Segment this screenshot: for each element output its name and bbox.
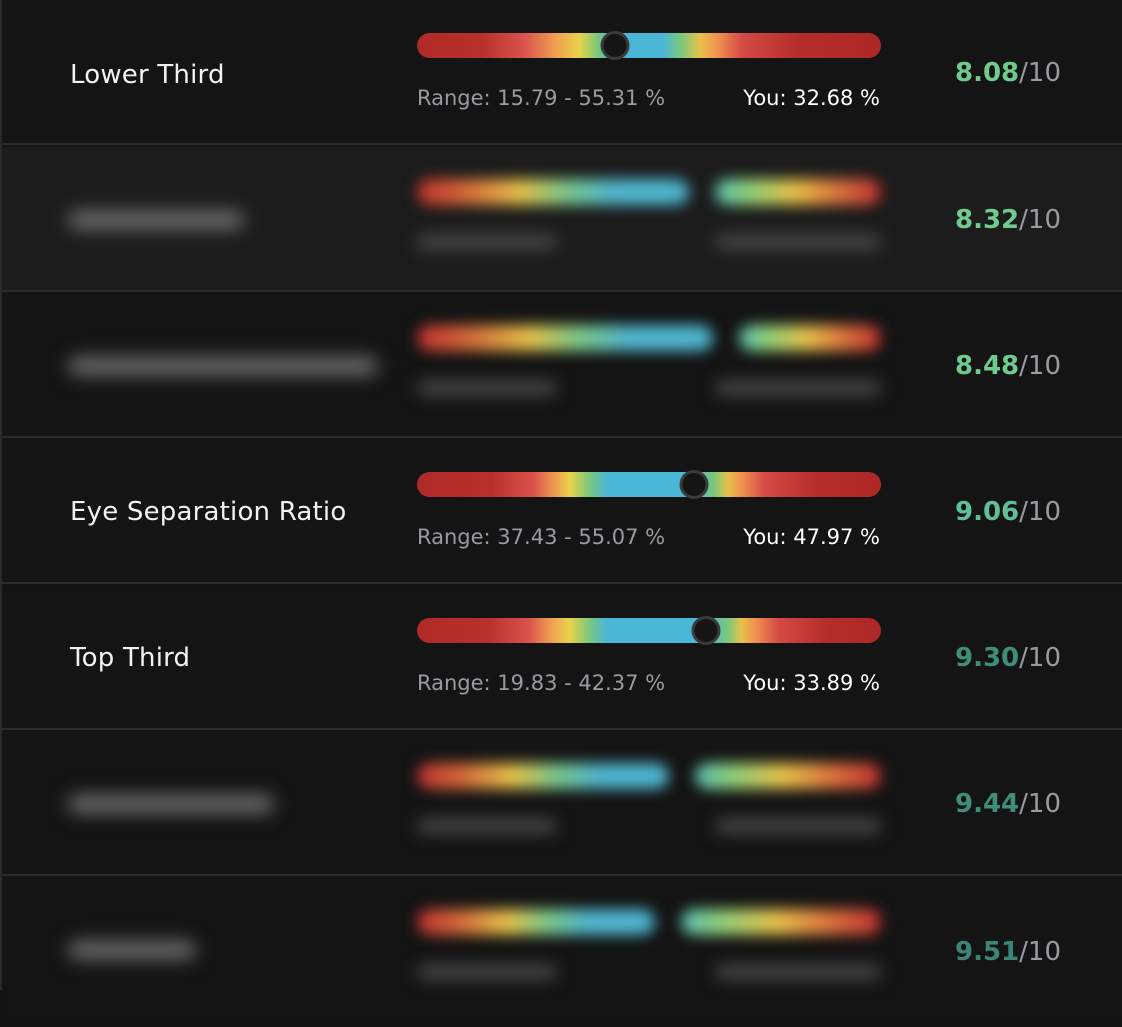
metric-row-top-third[interactable]: Top Third Range: 19.83 - 42.37 % You: 33… [2,585,1122,730]
range-bar [417,616,881,645]
blurred-bar-right [681,909,881,935]
score-value: 8.32 [955,204,1020,235]
user-value-text: You: 32.68 % [743,86,880,110]
blurred-bar-left [417,179,689,205]
blurred-bar-left [417,763,669,789]
score-denominator: /10 [1019,204,1061,235]
score: 8.08/10 [955,0,1061,145]
score-value: 8.08 [955,57,1020,88]
metric-row-locked[interactable]: 8.32/10 [2,147,1122,292]
blurred-bar-left [417,325,713,351]
score: 8.32/10 [955,147,1061,292]
value-marker [679,470,709,499]
blurred-range-text [417,965,557,979]
range-text: Range: 15.79 - 55.31 % [417,86,666,110]
blurred-label [68,211,244,229]
blurred-label [68,357,378,375]
metric-label: Top Third [70,642,191,673]
score-value: 9.51 [955,937,1020,967]
metric-row-locked[interactable]: 9.51/10 [2,877,1122,1022]
value-marker [691,616,721,645]
score-denominator: /10 [1019,788,1061,819]
score-denominator: /10 [1019,937,1061,967]
score-value: 9.30 [955,642,1020,673]
range-bar [417,31,881,60]
blurred-label [68,795,274,813]
blurred-user-text [715,235,881,249]
score: 8.48/10 [955,293,1061,438]
user-value-text: You: 33.89 % [743,671,880,695]
score-value: 9.44 [955,788,1020,819]
score-denominator: /10 [1019,496,1061,527]
blurred-bar-left [417,909,655,935]
score: 9.30/10 [955,585,1061,730]
score: 9.44/10 [955,731,1061,876]
user-value-text: You: 47.97 % [743,525,880,549]
blurred-user-text [715,819,881,833]
metric-row-locked[interactable]: 9.44/10 [2,731,1122,876]
blurred-range-text [417,235,557,249]
blurred-bar-right [715,179,881,205]
range-text: Range: 19.83 - 42.37 % [417,671,666,695]
score-value: 9.06 [955,496,1020,527]
blurred-bar-right [695,763,881,789]
score: 9.06/10 [955,439,1061,584]
blurred-user-text [715,381,881,395]
blurred-bar-right [739,325,881,351]
metrics-list: Lower Third Range: 15.79 - 55.31 % You: … [0,0,1122,990]
metric-label: Lower Third [70,59,225,90]
blurred-range-text [417,819,557,833]
score-value: 8.48 [955,350,1020,381]
score-denominator: /10 [1019,642,1061,673]
range-text: Range: 37.43 - 55.07 % [417,525,666,549]
metric-row-eye-separation-ratio[interactable]: Eye Separation Ratio Range: 37.43 - 55.0… [2,439,1122,584]
score: 9.51/10 [955,877,1061,1027]
value-marker [600,31,630,60]
score-denominator: /10 [1019,350,1061,381]
blurred-label [68,941,196,959]
score-denominator: /10 [1019,57,1061,88]
blurred-range-text [417,381,557,395]
metric-row-locked[interactable]: 8.48/10 [2,293,1122,438]
blurred-user-text [715,965,881,979]
range-bar [417,470,881,499]
metric-row-lower-third[interactable]: Lower Third Range: 15.79 - 55.31 % You: … [2,0,1122,145]
metric-label: Eye Separation Ratio [70,496,347,527]
